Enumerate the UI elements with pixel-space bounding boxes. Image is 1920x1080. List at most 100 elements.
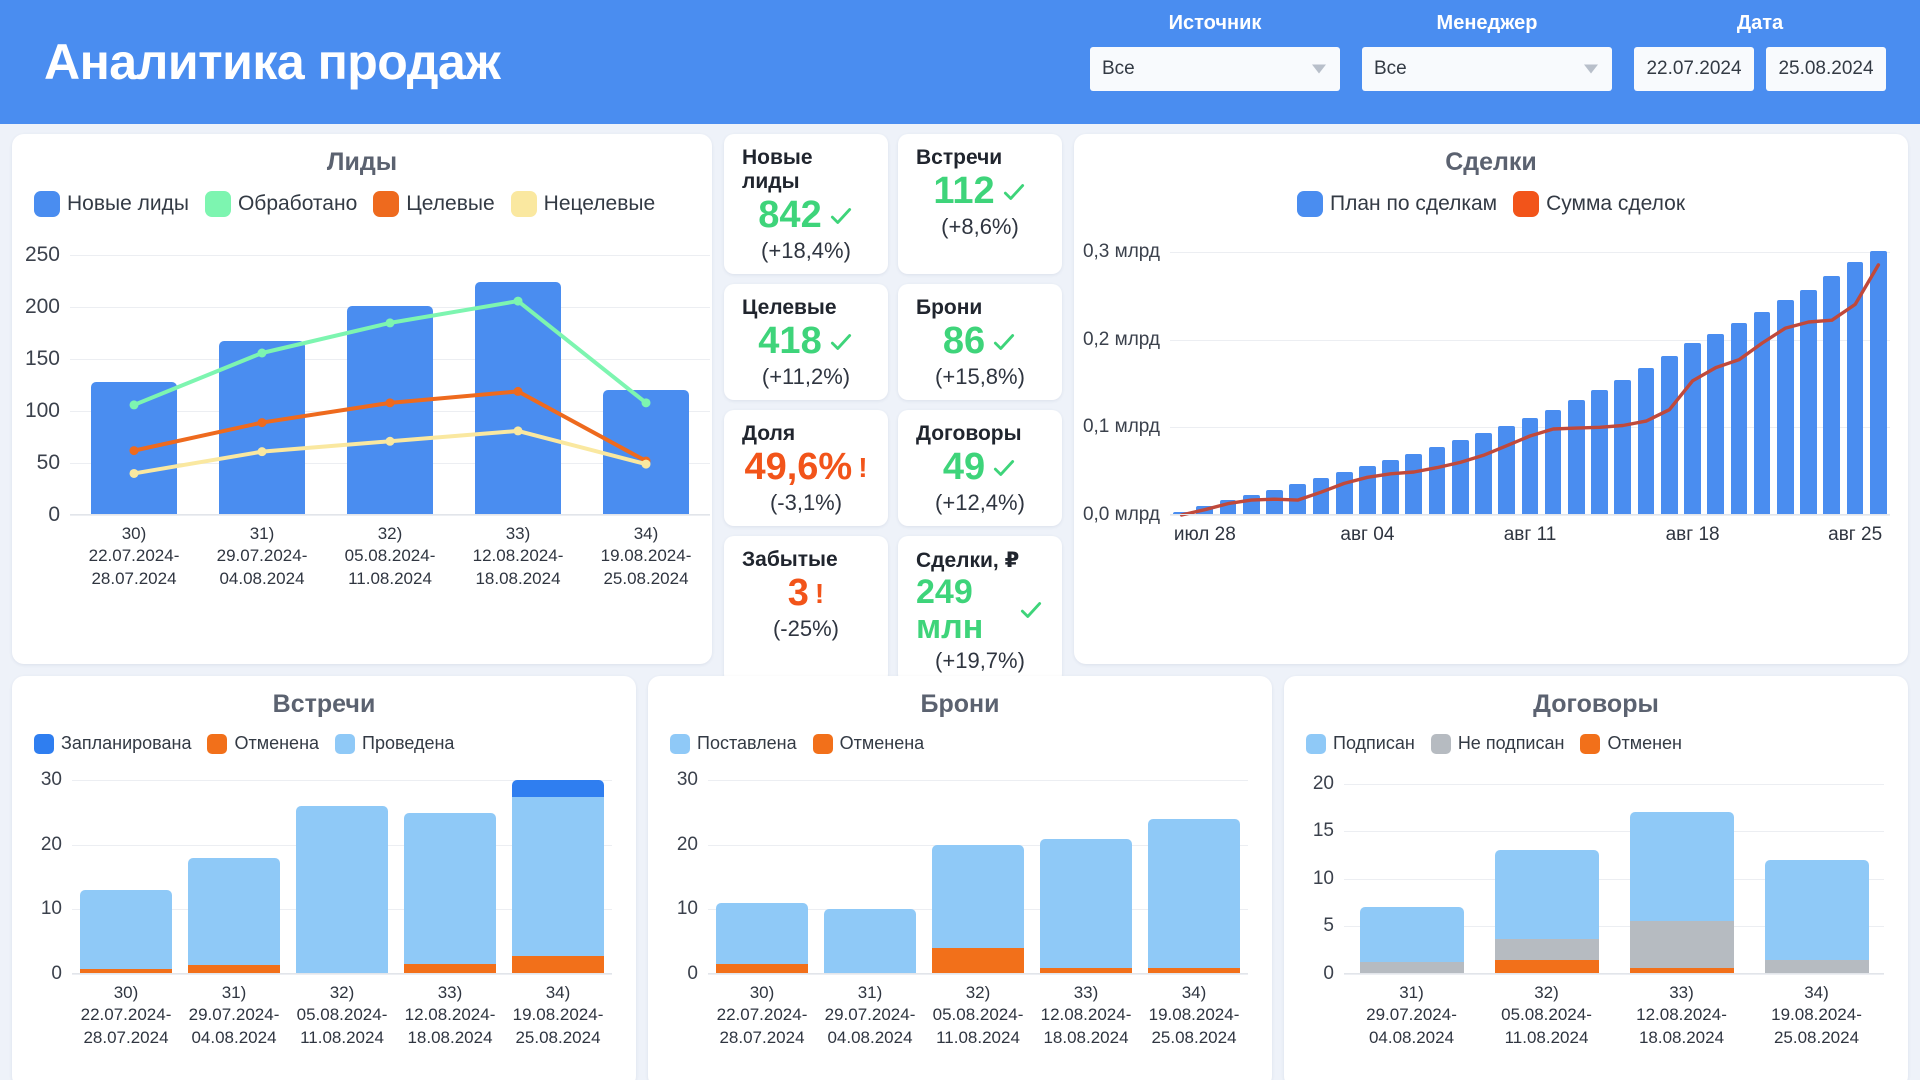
bar-segment[interactable]: [188, 964, 280, 974]
legend-item[interactable]: Нецелевые: [510, 191, 655, 217]
legend-item[interactable]: План по сделкам: [1296, 191, 1497, 217]
bar[interactable]: [1707, 334, 1724, 515]
y-axis-label: 0,1 млрд: [1082, 416, 1160, 438]
stacked-bar[interactable]: [932, 844, 1024, 974]
bar-segment[interactable]: [80, 890, 172, 969]
bar-segment[interactable]: [404, 812, 496, 964]
bar[interactable]: [1591, 390, 1608, 515]
stacked-bar[interactable]: [512, 780, 604, 974]
stacked-bar[interactable]: [1148, 819, 1240, 974]
bar[interactable]: [347, 306, 433, 515]
bar-segment[interactable]: [404, 963, 496, 974]
bar-segment[interactable]: [932, 844, 1024, 949]
card-bookings: Брони Поставлена Отменена 0 10 20 30 30) 22.0…: [648, 676, 1272, 1080]
bar-segment[interactable]: [716, 964, 808, 974]
bar-segment[interactable]: [1629, 812, 1734, 921]
legend-item[interactable]: Поставлена: [670, 733, 797, 754]
bar-segment[interactable]: [1764, 859, 1869, 960]
kpi-card-target[interactable]: Целевые 418 (+11,2%): [724, 283, 888, 400]
kpi-value: 49,6%: [744, 445, 853, 488]
bar[interactable]: [1428, 447, 1446, 515]
bar-segment[interactable]: [1148, 819, 1240, 968]
bar-segment[interactable]: [1764, 959, 1869, 974]
kpi-card-new-leads[interactable]: Новые лиды 842 (+18,4%): [724, 134, 888, 274]
bar[interactable]: [1544, 409, 1562, 515]
kpi-card-meetings[interactable]: Встречи 112 (+8,6%): [898, 134, 1062, 274]
bar[interactable]: [1660, 356, 1678, 515]
legend-item[interactable]: Подписан: [1306, 733, 1415, 754]
stacked-bar[interactable]: [1040, 838, 1132, 974]
bar-segment[interactable]: [512, 780, 604, 798]
stacked-bar[interactable]: [824, 909, 916, 974]
x-axis-label: 30) 22.07.2024- 28.07.2024: [80, 983, 172, 1047]
bar[interactable]: [1776, 300, 1794, 515]
stacked-bar[interactable]: [80, 890, 172, 974]
bar[interactable]: [603, 390, 689, 515]
legend-item[interactable]: Целевые: [373, 191, 495, 217]
bar[interactable]: [1753, 312, 1771, 515]
bar[interactable]: [1846, 262, 1864, 515]
legend-item[interactable]: Сумма сделок: [1513, 191, 1685, 217]
kpi-delta: (+8,6%): [941, 213, 1019, 239]
legend-item[interactable]: Не подписан: [1430, 733, 1564, 754]
legend-bookings: Поставлена Отменена: [648, 719, 1272, 754]
legend-item[interactable]: Отменена: [207, 733, 319, 754]
bar-segment[interactable]: [1148, 967, 1240, 974]
bar-segment[interactable]: [80, 968, 172, 974]
date-from-input[interactable]: 22.07.2024: [1634, 46, 1754, 91]
bar[interactable]: [1730, 322, 1748, 515]
bar[interactable]: [1869, 250, 1887, 515]
legend-swatch: [670, 733, 690, 754]
bar-segment[interactable]: [1040, 967, 1132, 974]
legend-item[interactable]: Обработано: [204, 191, 357, 217]
bar-segment[interactable]: [1040, 838, 1132, 968]
bar-segment[interactable]: [188, 857, 280, 965]
legend-item[interactable]: Отменена: [812, 733, 924, 754]
source-select[interactable]: Все: [1090, 46, 1340, 91]
bar[interactable]: [1451, 440, 1469, 515]
bar[interactable]: [1823, 276, 1841, 515]
kpi-card-contracts[interactable]: Договоры 49 (+12,4%): [898, 409, 1062, 526]
stacked-bar[interactable]: [1764, 859, 1869, 974]
bar[interactable]: [1614, 379, 1632, 515]
stacked-bar[interactable]: [188, 857, 280, 974]
legend-item[interactable]: Запланирована: [34, 733, 191, 754]
manager-select[interactable]: Все: [1362, 46, 1612, 91]
bar-segment[interactable]: [1359, 961, 1464, 974]
date-to-input[interactable]: 25.08.2024: [1766, 46, 1886, 91]
bar[interactable]: [1521, 418, 1539, 515]
bar-segment[interactable]: [1629, 968, 1734, 974]
kpi-card-forgotten[interactable]: Забытые 3 ! (-25%): [724, 535, 888, 685]
bar-segment[interactable]: [716, 903, 808, 965]
stacked-bar[interactable]: [1494, 850, 1599, 974]
bar[interactable]: [1405, 453, 1423, 515]
stacked-bar[interactable]: [1359, 907, 1464, 974]
bar-segment[interactable]: [1629, 920, 1734, 969]
kpi-card-share[interactable]: Доля 49,6% ! (-3,1%): [724, 409, 888, 526]
bar[interactable]: [475, 282, 561, 515]
bar[interactable]: [1312, 478, 1330, 515]
bar[interactable]: [1637, 368, 1655, 515]
stacked-bar[interactable]: [1629, 812, 1734, 974]
kpi-card-bookings[interactable]: Брони 86 (+15,8%): [898, 283, 1062, 400]
bar-segment[interactable]: [512, 955, 604, 974]
stacked-bar[interactable]: [296, 806, 388, 974]
legend-item[interactable]: Проведена: [335, 733, 454, 754]
bar[interactable]: [1266, 489, 1283, 515]
bar-segment[interactable]: [1494, 959, 1599, 974]
kpi-card-deals-rub[interactable]: Сделки, ₽ 249 млн (+19,7%): [898, 535, 1062, 685]
bar-segment[interactable]: [512, 797, 604, 956]
legend-item[interactable]: Новые лиды: [34, 191, 189, 217]
kpi-value: 112: [933, 170, 995, 212]
bar-segment[interactable]: [296, 806, 388, 974]
stacked-bar[interactable]: [716, 903, 808, 974]
deals-sum-line: [1179, 263, 1881, 517]
stacked-bar[interactable]: [404, 812, 496, 974]
bar-segment[interactable]: [1359, 907, 1464, 962]
bar-segment[interactable]: [1494, 850, 1599, 939]
bar[interactable]: [1800, 289, 1817, 515]
bar-segment[interactable]: [824, 909, 916, 974]
bar-segment[interactable]: [1494, 938, 1599, 960]
legend-item[interactable]: Отменен: [1580, 733, 1682, 754]
bar-segment[interactable]: [932, 948, 1024, 974]
